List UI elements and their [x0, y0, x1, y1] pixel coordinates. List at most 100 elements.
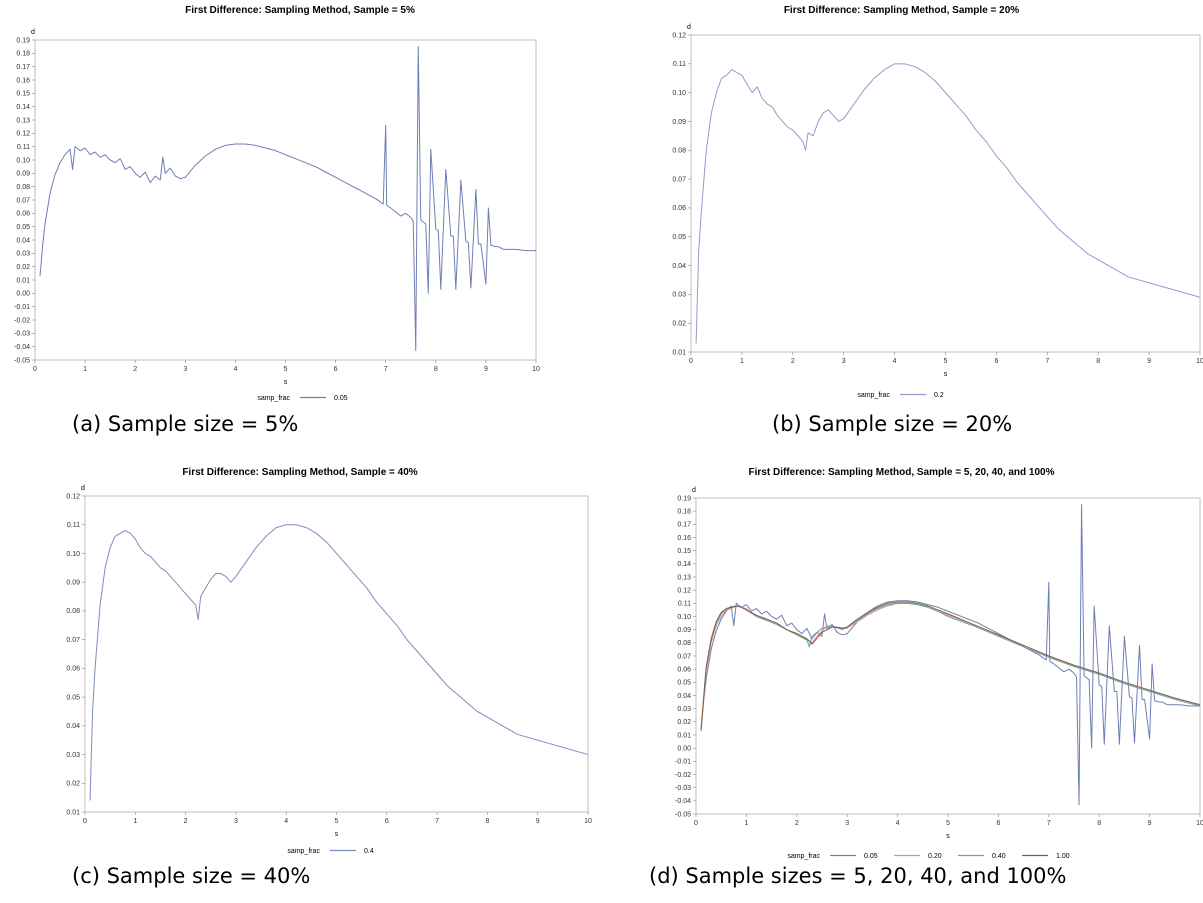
y-tick-label: 0.11: [17, 144, 30, 151]
x-axis-label: s: [335, 831, 339, 838]
y-tick-label: 0.08: [677, 640, 691, 647]
legend-title: samp_frac: [857, 392, 890, 399]
y-tick-label: 0.09: [672, 119, 686, 126]
x-tick-label: 6: [334, 366, 338, 373]
chart-panel-a: First Difference: Sampling Method, Sampl…: [0, 0, 600, 450]
y-tick-label: 0.17: [677, 522, 691, 529]
y-tick-label: -0.05: [675, 811, 691, 818]
x-tick-label: 2: [791, 358, 795, 365]
y-tick-label: -0.01: [14, 304, 30, 311]
x-tick-label: 8: [434, 366, 438, 373]
y-tick-label: 0.18: [16, 51, 30, 58]
x-tick-label: 9: [1147, 358, 1151, 365]
y-tick-label: 0.04: [16, 237, 30, 244]
y-tick-label: 0.00: [677, 745, 691, 752]
x-tick-label: 8: [1096, 358, 1100, 365]
y-tick-label: 0.02: [672, 320, 686, 327]
y-axis-label: d: [687, 24, 691, 31]
y-tick-label: 0.08: [66, 608, 80, 615]
y-tick-label: 0.05: [66, 694, 80, 701]
y-tick-label: 0.14: [677, 561, 691, 568]
chart-svg: d0.12 0.11 0.10 0.09 0.08 0.07 0.06 0.05 0.04 0.0…: [66, 485, 592, 855]
legend-entry: 0.05: [864, 853, 878, 860]
y-tick-label: -0.02: [675, 772, 691, 779]
plot-frame: [84, 495, 589, 813]
chart-title: First Difference: Sampling Method, Sampl…: [182, 467, 418, 478]
y-tick-label: 0.09: [66, 579, 80, 586]
y-tick-label: 0.04: [672, 263, 686, 270]
y-tick-label: 0.07: [672, 176, 686, 183]
y-tick-label: 0.11: [673, 61, 686, 68]
x-tick-label: 2: [133, 366, 137, 373]
chart-panel-d: First Difference: Sampling Method, Sampl…: [600, 450, 1203, 903]
y-tick-label: 0.07: [16, 197, 30, 204]
y-tick-label: 0.12: [672, 32, 686, 39]
y-tick-label: -0.01: [675, 759, 691, 766]
y-tick-label: 0.02: [677, 719, 691, 726]
series-line-0.4: [89, 524, 589, 801]
y-tick-label: 0.18: [677, 508, 691, 515]
y-tick-label: 0.06: [672, 205, 686, 212]
plot-frame: [34, 39, 537, 361]
y-tick-label: 0.05: [677, 680, 691, 687]
x-tick-label: 4: [284, 818, 288, 825]
y-tick-label: 0.09: [16, 171, 30, 178]
y-tick-label: 0.01: [66, 809, 80, 816]
chart-caption: (a) Sample size = 5%: [72, 412, 299, 436]
x-tick-label: 2: [184, 818, 188, 825]
x-tick-label: 5: [944, 358, 948, 365]
series-line-0.2: [695, 63, 1201, 344]
x-tick-label: 0: [83, 818, 87, 825]
x-tick-label: 5: [335, 818, 339, 825]
legend-entry: 1.00: [1056, 853, 1070, 860]
y-tick-label: -0.04: [14, 344, 30, 351]
legend-entry: 0.4: [364, 848, 374, 855]
x-axis-label: s: [944, 371, 948, 378]
y-tick-label: 0.00: [16, 291, 30, 298]
legend-title: samp_frac: [287, 848, 320, 855]
y-axis-label: d: [692, 487, 696, 494]
y-tick-label: 0.12: [677, 587, 691, 594]
y-tick-label: 0.08: [672, 148, 686, 155]
plot-frame: [695, 497, 1201, 815]
y-tick-label: 0.15: [677, 548, 691, 555]
x-tick-label: 6: [994, 358, 998, 365]
y-tick-label: 0.02: [16, 264, 30, 271]
x-tick-label: 7: [435, 818, 439, 825]
y-tick-label: 0.01: [672, 349, 686, 356]
chart-panel-b: First Difference: Sampling Method, Sampl…: [600, 0, 1203, 450]
y-tick-label: 0.13: [16, 117, 30, 124]
chart-svg: d0.19 0.18 0.17 0.16 0.15 0.14 0.13 0.12 0.11 0.1…: [14, 29, 540, 402]
y-tick-label: 0.10: [66, 551, 80, 558]
x-tick-label: 1: [740, 358, 744, 365]
x-tick-label: 5: [284, 366, 288, 373]
legend-entry: 0.05: [334, 395, 348, 402]
y-tick-label: 0.09: [677, 627, 691, 634]
legend-entry: 0.20: [928, 853, 942, 860]
x-tick-label: 6: [996, 820, 1000, 827]
x-tick-label: 1: [133, 818, 137, 825]
x-tick-label: 9: [484, 366, 488, 373]
y-tick-label: 0.06: [16, 211, 30, 218]
y-tick-label: 0.14: [16, 104, 30, 111]
y-tick-label: 0.03: [66, 752, 80, 759]
y-tick-label: 0.16: [16, 77, 30, 84]
chart-caption: (b) Sample size = 20%: [772, 412, 1013, 436]
x-tick-label: 3: [234, 818, 238, 825]
series-line-0.05: [39, 46, 536, 352]
x-axis-label: s: [284, 379, 288, 386]
y-tick-label: 0.08: [16, 184, 30, 191]
y-tick-label: 0.12: [66, 493, 80, 500]
y-tick-label: 0.03: [16, 251, 30, 258]
chart-title: First Difference: Sampling Method, Sampl…: [748, 467, 1055, 478]
y-axis-label: d: [31, 29, 35, 36]
x-tick-label: 8: [485, 818, 489, 825]
y-tick-label: 0.11: [67, 522, 80, 529]
x-tick-label: 7: [1045, 358, 1049, 365]
legend-title: samp_frac: [787, 853, 820, 860]
x-tick-label: 3: [845, 820, 849, 827]
x-tick-label: 9: [1148, 820, 1152, 827]
x-tick-label: 5: [946, 820, 950, 827]
y-tick-label: 0.04: [677, 693, 691, 700]
y-tick-label: 0.19: [677, 495, 691, 502]
